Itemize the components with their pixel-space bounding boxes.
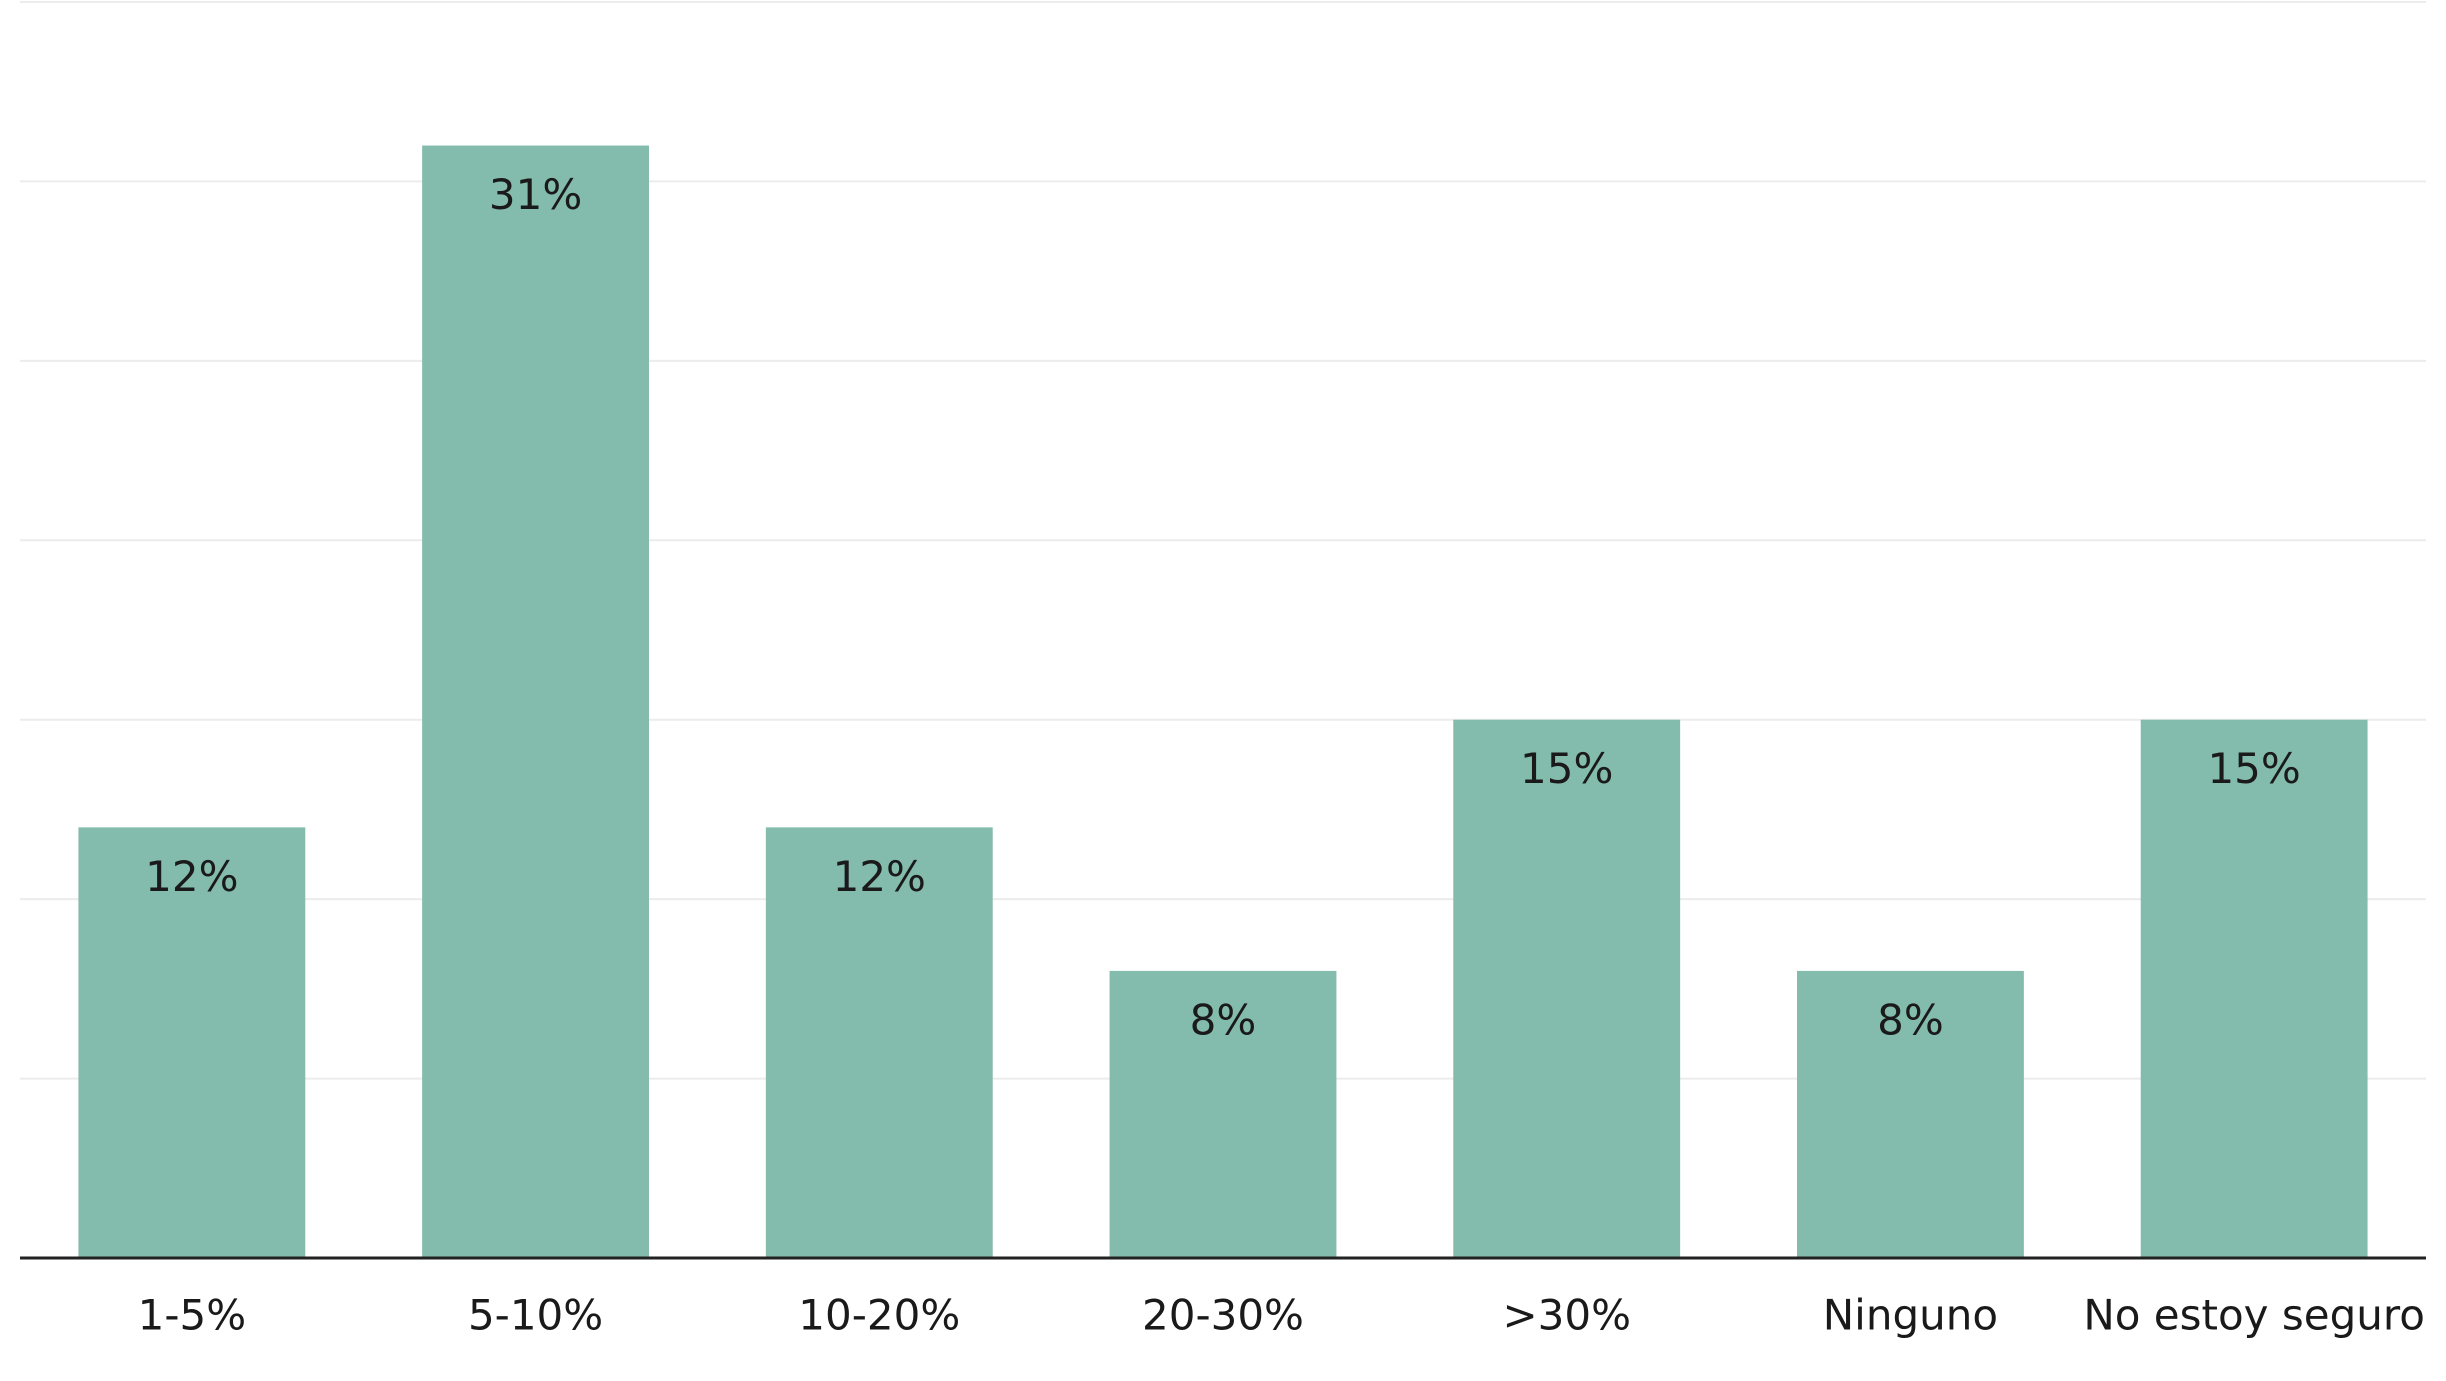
bar <box>765 827 993 1258</box>
x-tick-label: 20-30% <box>1142 1291 1304 1340</box>
x-tick-label: 1-5% <box>138 1291 247 1340</box>
value-label: 12% <box>145 852 238 901</box>
x-tick-label: No estoy seguro <box>2083 1291 2425 1340</box>
value-label: 12% <box>833 852 926 901</box>
bar <box>2140 719 2368 1258</box>
bar <box>422 145 649 1259</box>
x-tick-label: 5-10% <box>468 1291 603 1340</box>
bar <box>1797 970 2024 1258</box>
bar <box>1453 719 1681 1258</box>
value-label: 31% <box>489 170 582 219</box>
value-label: 8% <box>1877 995 1944 1044</box>
value-label: 15% <box>1520 744 1613 793</box>
x-tick-label: >30% <box>1502 1291 1631 1340</box>
value-label: 8% <box>1190 995 1257 1044</box>
value-label: 15% <box>2207 744 2300 793</box>
bar <box>1109 970 1337 1258</box>
x-tick-label: 10-20% <box>798 1291 960 1340</box>
x-tick-label: Ninguno <box>1823 1291 1998 1340</box>
bar <box>78 827 306 1258</box>
